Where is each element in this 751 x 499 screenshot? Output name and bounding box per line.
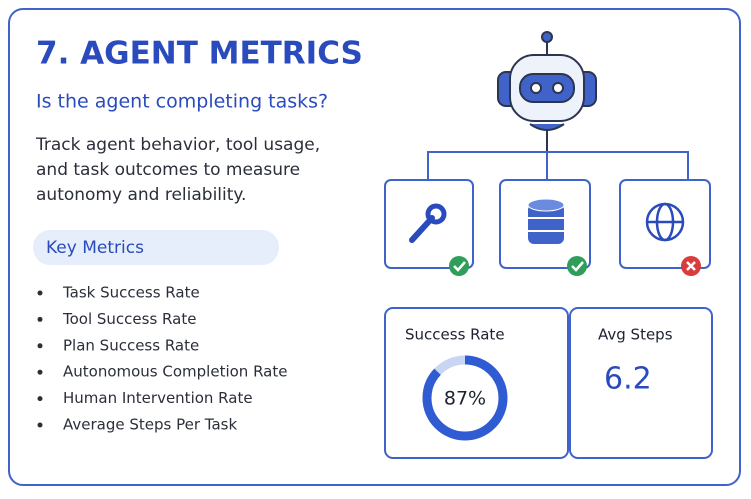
database-box: [499, 179, 591, 276]
robot-icon: [497, 31, 597, 152]
metric-item: Human Intervention Rate: [63, 389, 253, 407]
steps-value: 6.2: [604, 362, 652, 397]
metric-list: Task Success Rate Tool Success Rate Plan S…: [37, 284, 287, 434]
metric-item: Task Success Rate: [62, 284, 200, 302]
metric-item: Plan Success Rate: [63, 336, 199, 354]
key-metrics-heading: Key Metrics: [46, 238, 144, 258]
metric-item: Average Steps Per Task: [63, 416, 237, 434]
steps-label: Avg Steps: [598, 326, 673, 344]
bullet: [37, 290, 43, 296]
metric-item: Autonomous Completion Rate: [63, 363, 287, 381]
description-line: Track agent behavior, tool usage,: [35, 135, 320, 155]
subtitle: Is the agent completing tasks?: [36, 91, 328, 113]
bullet: [37, 422, 43, 428]
steps-panel: [569, 307, 713, 459]
bullet: [37, 396, 43, 402]
title: 7. AGENT METRICS: [36, 36, 363, 72]
tool-box: [384, 179, 474, 276]
connectors: [427, 151, 689, 180]
bullet: [37, 316, 43, 322]
bullet: [37, 369, 43, 375]
key-metrics-pill: [33, 230, 279, 265]
success-label: Success Rate: [405, 326, 505, 344]
metric-item: Tool Success Rate: [62, 310, 196, 328]
bullet: [37, 343, 43, 349]
description-line: and task outcomes to measure: [36, 160, 300, 180]
donut-arc: [422, 355, 508, 441]
success-value: 87%: [444, 388, 486, 410]
description-line: autonomy and reliability.: [36, 185, 246, 205]
web-box: [619, 179, 711, 276]
